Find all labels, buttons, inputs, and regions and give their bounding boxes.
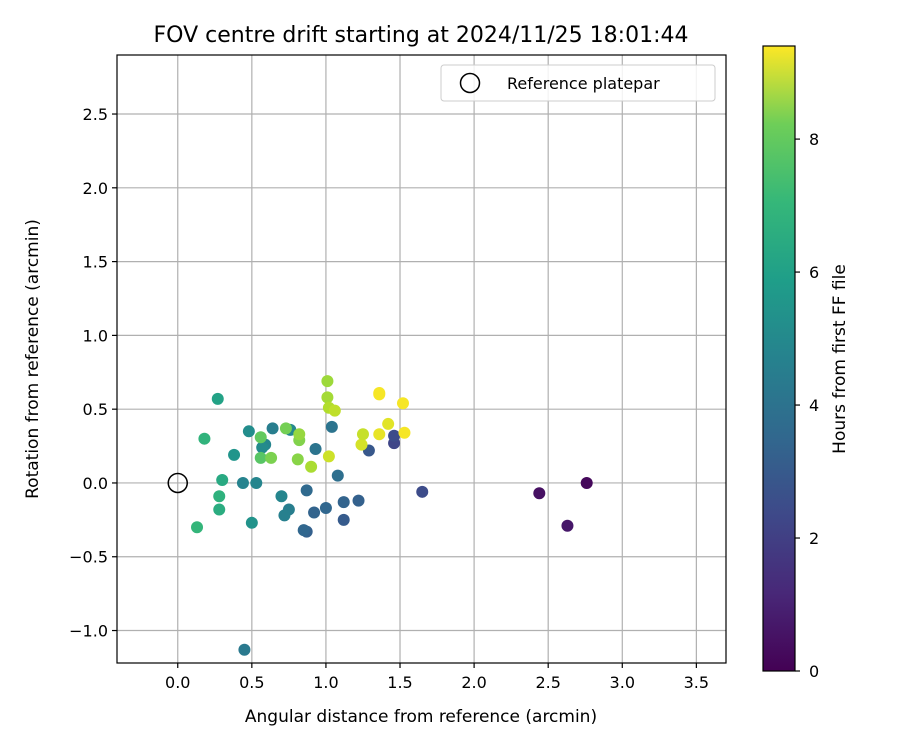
colorbar-tick-label: 6: [809, 263, 819, 282]
data-point: [322, 450, 335, 463]
data-point: [250, 476, 263, 489]
data-point: [319, 502, 332, 515]
data-point: [245, 516, 258, 529]
data-point: [278, 509, 291, 522]
data-point: [293, 428, 306, 441]
legend: Reference platepar: [440, 64, 716, 102]
data-point: [309, 443, 322, 456]
plot-frame: [116, 54, 727, 664]
data-point: [228, 448, 241, 461]
data-point: [373, 428, 386, 441]
data-point: [388, 429, 401, 442]
data-point: [300, 484, 313, 497]
x-tick-label: 0.5: [239, 673, 264, 692]
colorbar-tick-label: 0: [809, 662, 819, 681]
data-point: [337, 496, 350, 509]
colorbar-ticks: 0 2 4 6 8: [795, 130, 819, 681]
y-tick-label: 0.5: [83, 400, 108, 419]
colorbar-tick-label: 8: [809, 130, 819, 149]
data-point: [211, 392, 224, 405]
data-point: [213, 490, 226, 503]
data-point: [328, 404, 341, 417]
data-point: [580, 476, 593, 489]
data-point: [416, 485, 429, 498]
legend-box: [440, 64, 716, 102]
colorbar: 0 2 4 6 8 Hours from first FF file: [762, 45, 850, 681]
data-point: [297, 524, 310, 537]
colorbar-label: Hours from first FF file: [830, 264, 850, 454]
reference-platepar-marker: [167, 472, 189, 494]
data-point: [321, 375, 334, 388]
data-point: [308, 506, 321, 519]
x-axis-label: Angular distance from reference (arcmin): [245, 707, 597, 727]
data-point: [396, 397, 409, 410]
y-axis-ticks: −1.0 −0.5 0.0 0.5 1.0 1.5 2.0 2.5: [69, 105, 117, 641]
data-point: [213, 503, 226, 516]
x-tick-label: 3.0: [610, 673, 635, 692]
data-point: [305, 460, 318, 473]
data-point: [325, 420, 338, 433]
chart-title: FOV centre drift starting at 2024/11/25 …: [154, 23, 689, 48]
y-tick-label: 0.0: [83, 474, 108, 493]
colorbar-gradient: [762, 45, 796, 672]
data-point: [266, 422, 279, 435]
x-tick-label: 2.5: [535, 673, 560, 692]
data-point: [398, 426, 411, 439]
data-point: [242, 425, 255, 438]
data-point: [279, 422, 292, 435]
data-point: [321, 391, 334, 404]
data-point: [254, 431, 267, 444]
colorbar-tick-label: 2: [809, 529, 819, 548]
data-point: [265, 451, 278, 464]
y-axis-label: Rotation from reference (arcmin): [23, 219, 43, 499]
data-point: [331, 469, 344, 482]
y-tick-label: −1.0: [69, 622, 108, 641]
x-axis-ticks: 0.0 0.5 1.0 1.5 2.0 2.5 3.0 3.5: [165, 663, 709, 692]
data-point: [352, 494, 365, 507]
data-point: [238, 643, 251, 656]
data-point: [291, 453, 304, 466]
data-point: [256, 441, 269, 454]
y-tick-label: 2.0: [83, 179, 108, 198]
colorbar-tick-label: 4: [809, 396, 819, 415]
x-tick-label: 0.0: [165, 673, 190, 692]
data-point: [533, 487, 546, 500]
data-point: [355, 438, 368, 451]
x-tick-label: 3.5: [684, 673, 709, 692]
x-tick-label: 1.5: [387, 673, 412, 692]
data-point: [236, 476, 249, 489]
x-tick-label: 2.0: [461, 673, 486, 692]
data-point: [275, 490, 288, 503]
y-tick-label: 1.5: [83, 253, 108, 272]
data-point: [254, 451, 267, 464]
y-tick-label: 1.0: [83, 326, 108, 345]
data-points: [191, 375, 593, 656]
data-point: [373, 386, 386, 399]
data-point: [356, 428, 369, 441]
y-tick-label: −0.5: [69, 548, 108, 567]
legend-entry-reference-platepar: Reference platepar: [507, 74, 660, 93]
y-tick-label: 2.5: [83, 105, 108, 124]
grid-lines: [117, 55, 726, 663]
data-point: [191, 521, 204, 534]
legend-reference-marker: [459, 72, 481, 94]
data-point: [198, 432, 211, 445]
data-point: [337, 513, 350, 526]
x-tick-label: 1.0: [313, 673, 338, 692]
data-point: [216, 474, 229, 487]
data-point: [561, 519, 574, 532]
data-point: [382, 417, 395, 430]
